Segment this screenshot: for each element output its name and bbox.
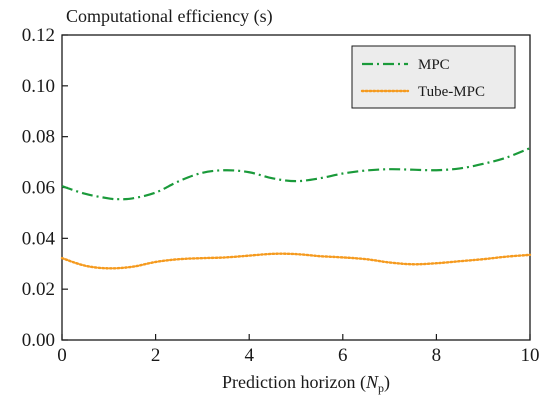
x-axis-title: Prediction horizon (Np) [222, 372, 390, 395]
x-tick-label: 8 [432, 345, 442, 366]
y-axis-title: Computational efficiency (s) [66, 6, 273, 27]
y-tick-label: 0.00 [22, 330, 55, 351]
y-tick-label: 0.12 [22, 25, 55, 46]
legend-label-mpc: MPC [418, 57, 450, 73]
y-tick-label: 0.06 [22, 178, 55, 199]
x-axis-title-subscript: p [378, 381, 384, 395]
series-line-tube-mpc [60, 252, 532, 270]
y-tick-label: 0.08 [22, 127, 55, 148]
series-layer [60, 147, 532, 270]
x-axis-title-close: ) [384, 372, 390, 393]
legend: MPC Tube-MPC [351, 45, 516, 109]
legend-box [351, 45, 516, 109]
y-tick-label: 0.04 [22, 228, 56, 249]
x-tick-label: 4 [244, 345, 254, 366]
x-axis-title-variable: N [365, 372, 379, 392]
series-line-mpc [61, 147, 531, 201]
x-tick-label: 6 [338, 345, 348, 366]
x-tick-label: 0 [57, 345, 67, 366]
y-axis: 0.00 0.02 0.04 0.06 0.08 0.10 0.12 [22, 25, 68, 351]
x-tick-label: 2 [151, 345, 161, 366]
x-tick-label: 10 [521, 345, 540, 366]
x-axis: 0 2 4 6 8 10 [57, 334, 540, 366]
y-tick-label: 0.02 [22, 279, 55, 300]
y-tick-label: 0.10 [22, 76, 55, 97]
x-axis-title-main: Prediction horizon ( [222, 372, 366, 393]
legend-label-tube-mpc: Tube-MPC [418, 84, 485, 100]
